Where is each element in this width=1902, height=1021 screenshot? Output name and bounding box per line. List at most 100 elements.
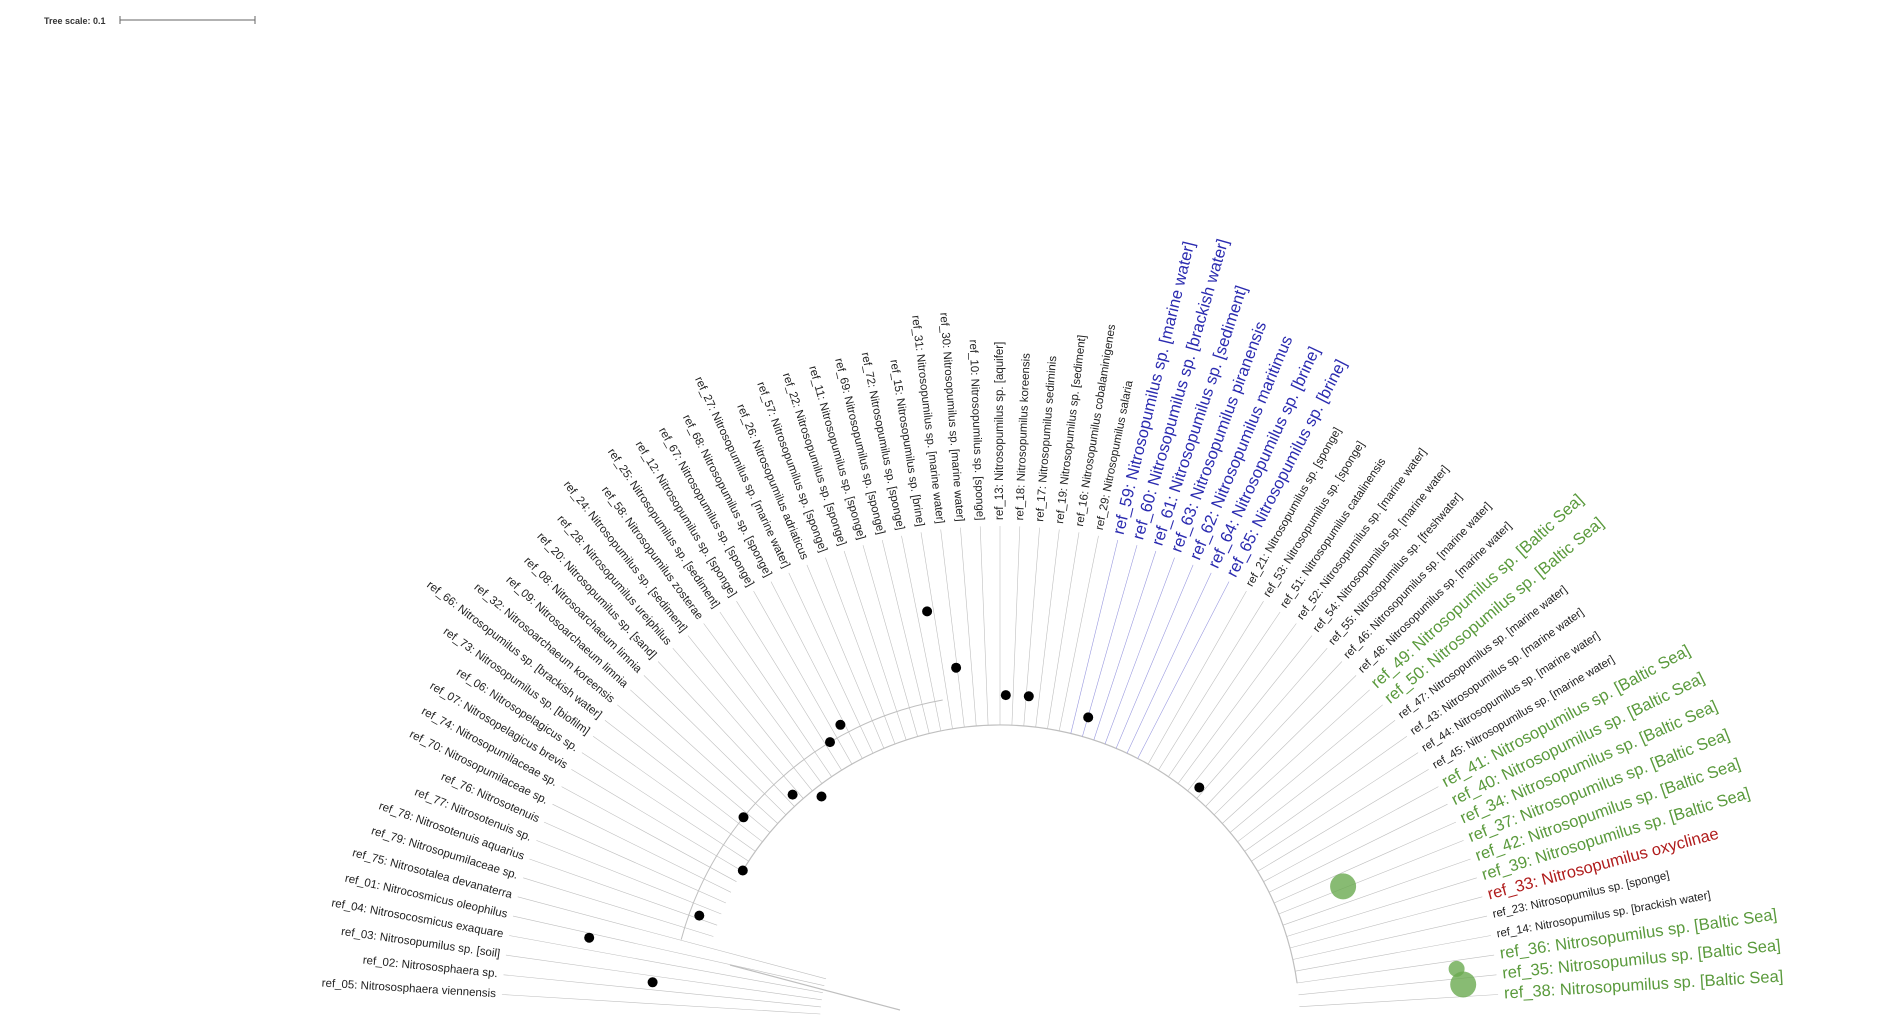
leaf-branch [1058,535,1099,731]
leaf-branch [503,974,821,1008]
leaf-branch [1168,611,1281,777]
leaf-branch [960,527,977,726]
leaf-branch [643,675,787,816]
leaf-branch [1286,877,1477,937]
leaf-branch [1126,572,1212,754]
leaf-branch [1273,821,1457,904]
leaf-branch [1278,840,1464,915]
leaf-branch [561,786,737,882]
support-node-dot [825,737,835,748]
leaf-branch [1263,786,1439,882]
leaf-branch [825,557,896,745]
leaf-branch [901,535,942,731]
leaf-branch [529,858,718,926]
leaf-branch [523,877,714,937]
leaf-branch [581,752,749,862]
support-nodes [584,606,1477,998]
leaf-branch [881,540,930,734]
leaf-branch [736,601,842,771]
support-node-dot [1000,690,1011,701]
leaf-branch [1177,623,1297,784]
leaf-branch [571,769,743,872]
leaf-branch [536,840,722,915]
leaf-branch [1093,550,1157,741]
green-node-circle [1450,971,1477,998]
leaf-branch [592,735,756,852]
leaf-branch [1011,526,1021,726]
leaf-branch [862,545,918,737]
leaf-branch [1282,858,1471,926]
leaf-branch [1292,915,1488,960]
support-node-dot [584,932,595,943]
leaf-branch [604,719,763,843]
tree-scale: Tree scale: 0.1 [44,16,256,26]
leaf-branch [517,896,827,980]
leaf-branch [512,915,825,986]
support-node-dot [1194,782,1205,793]
support-node-dot [835,719,846,730]
leaf-branch [505,954,822,1001]
support-node-dot [647,977,658,988]
leaf-branch [1237,719,1396,843]
leaf-branch [552,803,732,893]
leaf-label: ref_17: Nitrosopumilus sediminis [1034,355,1059,522]
leaf-branch [1222,689,1370,824]
leaf-branch [770,581,863,759]
support-node-dot [694,910,705,921]
leaf-branch [1289,896,1483,949]
leaf-branch [630,689,778,824]
leaf-branch [1205,661,1343,807]
leaf-label: ref_10: Nitrosopumilus sp. [sponge] [967,339,986,520]
leaf-branch [753,590,853,765]
leaf-branch [1213,675,1357,816]
leaf-branch [920,532,953,729]
leaf-branch [617,704,771,833]
leaf-branch [1047,532,1080,729]
leaf-branch [657,661,795,807]
leaf-branch [719,611,832,777]
leaf-branch [1115,564,1194,749]
leaf-branch [1082,545,1138,737]
leaf-branch [1229,704,1383,833]
leaf-branch [940,529,965,728]
leaf-branch [1295,935,1491,972]
leaf-branch [672,648,804,799]
leaf-branch [979,526,989,726]
leaf-branch [806,564,885,749]
leaf-branch [1257,769,1429,872]
support-node-dot [922,606,933,617]
leaf-branch [1187,635,1313,792]
leaf-label: ref_13: Nitrosopumilus sp. [aquifer] [994,342,1006,520]
leaf-branch [788,572,874,754]
leaf-branch [1147,590,1247,765]
leaf-branch [509,935,823,993]
leaf-branch [1296,954,1495,984]
leaf-branch [543,821,727,904]
leaf-branch [1035,529,1060,728]
support-node-dot [951,662,962,673]
leaf-labels: ref_05: Nitrososphaera viennensisref_02:… [321,237,1783,1003]
leaf-branch [1196,648,1328,799]
leaf-branch [1244,735,1408,852]
leaf-branch [1070,540,1119,734]
support-node-dot [1083,712,1094,723]
tree-branches [501,526,1499,1015]
leaf-branch [1137,581,1230,759]
leaf-branch [703,623,823,784]
support-node-dot [1023,691,1034,702]
leaf-branch [1158,601,1264,771]
leaf-branch [843,550,907,741]
support-node-dot [737,865,748,876]
backbone-arc [739,724,1298,984]
leaf-branch [687,635,813,792]
inner-arc [680,699,943,940]
leaf-label: ref_18: Nitrosopumilus koreensis [1014,353,1033,521]
leaf-label: ref_05: Nitrososphaera viennensis [321,978,496,1001]
support-node-dot [738,812,749,823]
leaf-branch [1268,803,1448,893]
support-node-dot [787,789,798,800]
support-node-dot [816,791,827,802]
leaf-label: ref_02: Nitrososphaera sp. [362,955,498,981]
root-branch [729,964,901,1011]
